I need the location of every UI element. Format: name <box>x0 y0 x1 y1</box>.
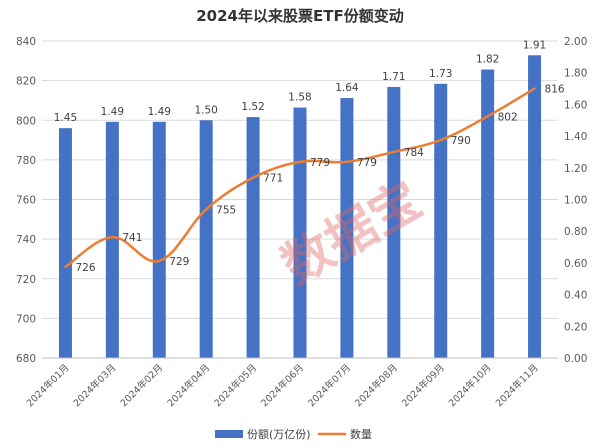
y-right-tick-label: 0.00 <box>564 353 587 365</box>
x-tick-label: 2024年04月 <box>165 362 213 410</box>
line-value-label: 729 <box>169 256 189 268</box>
x-tick-label: 2024年01月 <box>24 362 72 410</box>
y-left-tick-label: 700 <box>16 313 36 325</box>
x-tick-label: 2024年07月 <box>305 362 353 410</box>
y-axis-right: 0.00 0.20 0.40 0.60 0.80 1.00 1.20 1.40 1.60 1.80… <box>564 36 587 365</box>
x-tick-label: 2024年10月 <box>446 362 494 410</box>
line-series <box>64 87 536 269</box>
bar <box>246 117 260 358</box>
y-right-tick-label: 1.60 <box>564 99 587 111</box>
line-value-label: 802 <box>498 111 518 123</box>
y-left-tick-label: 780 <box>16 155 36 167</box>
y-right-tick-label: 0.40 <box>564 290 587 302</box>
bar-value-label: 1.64 <box>335 82 359 94</box>
y-left-tick-label: 760 <box>16 195 36 207</box>
legend-bar-swatch <box>215 430 243 438</box>
x-axis: 2024年01月 2024年03月 2024年02月 2024年04月 2024年05月… <box>24 357 558 410</box>
y-left-tick-label: 840 <box>16 36 36 48</box>
line-value-label: 755 <box>216 204 236 216</box>
line-data-labels: 726 741 729 755 771 779 779 784 790 802 816 <box>75 84 564 274</box>
y-right-tick-label: 1.00 <box>564 195 587 207</box>
bar-series <box>58 55 542 359</box>
line-path <box>64 87 536 269</box>
bar-value-label: 1.73 <box>429 68 452 80</box>
bar-value-label: 1.49 <box>101 106 124 118</box>
bar <box>105 121 119 359</box>
bar-value-label: 1.58 <box>288 92 311 104</box>
line-value-label: 816 <box>545 84 565 96</box>
chart-title: 2024年以来股票ETF份额变动 <box>196 7 403 25</box>
bar <box>58 128 72 358</box>
y-right-tick-label: 2.00 <box>564 36 587 48</box>
y-axis-left: 680 700 720 740 760 780 800 820 840 <box>16 36 36 365</box>
x-tick-label: 2024年02月 <box>118 362 166 410</box>
legend: 份额(万亿份) 数量 <box>215 428 372 441</box>
line-value-label: 784 <box>404 147 424 159</box>
y-left-tick-label: 720 <box>16 274 36 286</box>
y-right-tick-label: 0.20 <box>564 321 587 333</box>
y-left-tick-label: 740 <box>16 234 36 246</box>
bar-value-label: 1.49 <box>148 106 171 118</box>
bar <box>293 107 307 358</box>
legend-bar-label: 份额(万亿份) <box>247 428 311 441</box>
line-value-label: 779 <box>357 157 377 169</box>
line-value-label: 741 <box>122 232 142 244</box>
bar-value-label: 1.71 <box>382 71 405 83</box>
x-tick-label: 2024年09月 <box>399 362 447 410</box>
line-value-label: 779 <box>310 157 330 169</box>
bar-value-label: 1.50 <box>194 104 217 116</box>
y-left-tick-label: 680 <box>16 353 36 365</box>
bar-value-label: 1.82 <box>476 54 499 66</box>
bar-value-label: 1.45 <box>54 112 77 124</box>
bar-data-labels: 1.45 1.49 1.49 1.50 1.52 1.58 1.64 1.71 1.73 1.82… <box>54 39 546 124</box>
bar <box>152 121 166 359</box>
line-value-label: 726 <box>75 262 95 274</box>
bar-value-label: 1.52 <box>241 101 264 113</box>
x-tick-label: 2024年08月 <box>352 362 400 410</box>
bar <box>387 86 401 358</box>
legend-line-label: 数量 <box>350 428 372 441</box>
bar <box>434 83 448 359</box>
y-left-tick-label: 800 <box>16 115 36 127</box>
y-right-tick-label: 0.60 <box>564 258 587 270</box>
y-right-tick-label: 1.20 <box>564 163 587 175</box>
bar <box>199 120 213 358</box>
line-value-label: 771 <box>263 173 283 185</box>
bar <box>481 69 495 358</box>
bar-value-label: 1.91 <box>523 39 546 51</box>
x-tick-label: 2024年05月 <box>212 362 260 410</box>
x-tick-label: 2024年11月 <box>493 362 541 410</box>
line-value-label: 790 <box>451 135 471 147</box>
bar <box>528 55 542 358</box>
y-right-tick-label: 0.80 <box>564 226 587 238</box>
x-tick-label: 2024年03月 <box>71 362 119 410</box>
y-right-tick-label: 1.80 <box>564 68 587 80</box>
x-tick-label: 2024年06月 <box>259 362 307 410</box>
y-left-tick-label: 820 <box>16 76 36 88</box>
y-right-tick-label: 1.40 <box>564 131 587 143</box>
